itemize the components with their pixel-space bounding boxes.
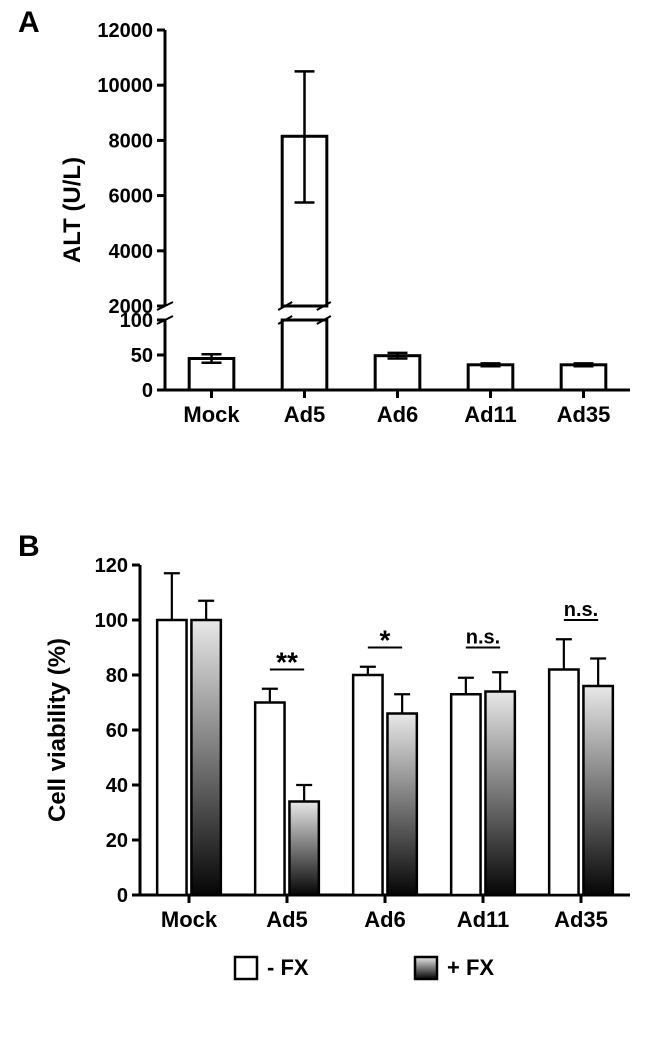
svg-text:120: 120 xyxy=(95,555,128,577)
svg-text:6000: 6000 xyxy=(109,186,154,208)
svg-text:Mock: Mock xyxy=(183,402,240,427)
svg-text:10000: 10000 xyxy=(97,75,153,97)
svg-text:+ FX: + FX xyxy=(447,955,494,980)
svg-text:50: 50 xyxy=(131,345,153,367)
panel-a-label: A xyxy=(18,6,40,40)
svg-text:8000: 8000 xyxy=(109,130,154,152)
svg-text:80: 80 xyxy=(106,665,128,687)
panel-b-label: B xyxy=(18,530,40,564)
svg-text:Ad6: Ad6 xyxy=(377,402,419,427)
svg-text:n.s.: n.s. xyxy=(466,627,500,649)
svg-text:100: 100 xyxy=(95,610,128,632)
svg-text:**: ** xyxy=(276,647,298,678)
svg-text:- FX: - FX xyxy=(267,955,309,980)
svg-text:Ad11: Ad11 xyxy=(464,402,517,427)
svg-text:Ad35: Ad35 xyxy=(554,907,608,932)
svg-text:Ad35: Ad35 xyxy=(557,402,611,427)
svg-text:Ad5: Ad5 xyxy=(266,907,308,932)
svg-text:n.s.: n.s. xyxy=(564,599,598,621)
svg-text:40: 40 xyxy=(106,775,128,797)
svg-text:Ad6: Ad6 xyxy=(364,907,406,932)
svg-text:4000: 4000 xyxy=(109,241,154,263)
svg-text:Ad5: Ad5 xyxy=(284,402,326,427)
svg-text:60: 60 xyxy=(106,720,128,742)
svg-text:0: 0 xyxy=(142,380,153,402)
svg-text:20: 20 xyxy=(106,830,128,852)
svg-text:ALT (U/L): ALT (U/L) xyxy=(59,157,86,263)
svg-text:*: * xyxy=(380,625,391,656)
alt-bar-chart: 20004000600080001000012000050100ALT (U/L… xyxy=(60,20,640,450)
svg-text:Ad11: Ad11 xyxy=(457,907,510,932)
svg-text:Cell viability (%): Cell viability (%) xyxy=(44,638,71,822)
svg-text:12000: 12000 xyxy=(97,20,153,42)
svg-text:100: 100 xyxy=(120,310,153,332)
viability-bar-chart: 0 20 40 60 80 100 120 Cell viability (%) Mock Ad5… xyxy=(40,545,640,1025)
svg-text:0: 0 xyxy=(117,885,128,907)
svg-text:Mock: Mock xyxy=(161,907,218,932)
